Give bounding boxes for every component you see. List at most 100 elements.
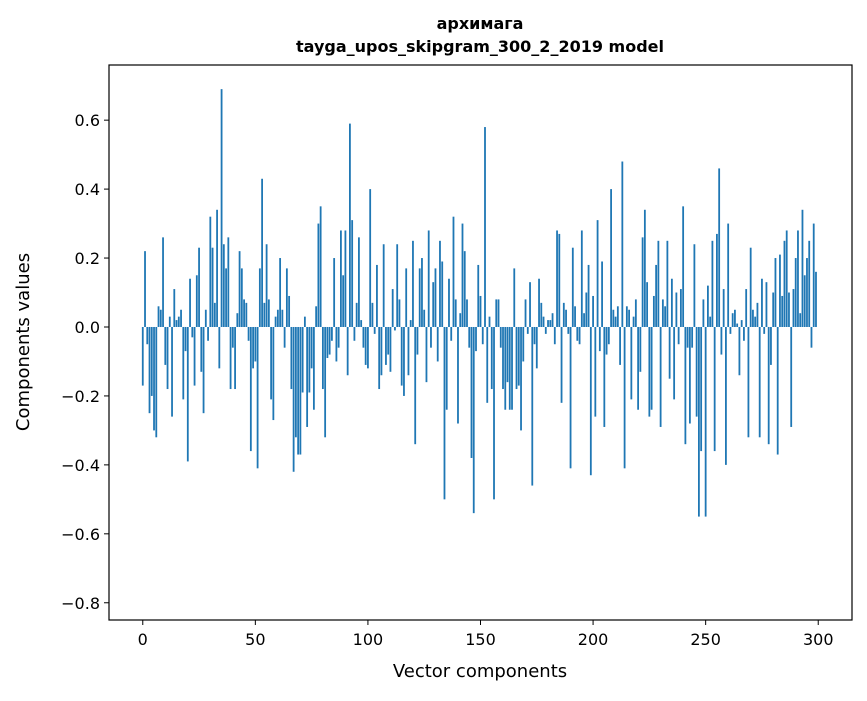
bar-73 (306, 326, 309, 427)
bar-64 (285, 268, 288, 327)
bar-112 (394, 326, 396, 331)
x-tick-label: 250 (690, 630, 721, 649)
bar-67 (292, 326, 295, 472)
bar-12 (168, 316, 171, 327)
bar-291 (797, 230, 799, 327)
bar-216 (628, 309, 630, 327)
bar-234 (668, 326, 671, 379)
bar-110 (389, 326, 392, 372)
bar-220 (637, 326, 640, 410)
bar-247 (698, 326, 700, 517)
x-axis-ticks: 0 50 100 150 200 250 300 (138, 620, 834, 649)
bar-229 (657, 240, 660, 327)
bar-27 (202, 326, 205, 414)
bar-248 (700, 326, 703, 452)
bar-263 (734, 309, 736, 327)
bar-5 (153, 326, 155, 431)
bar-192 (574, 306, 576, 327)
bar-21 (189, 278, 191, 327)
bar-163 (508, 326, 511, 410)
bar-128 (430, 326, 432, 348)
bar-71 (301, 326, 304, 393)
bar-213 (621, 161, 624, 327)
y-axis-label: Components values (13, 253, 34, 431)
bar-178 (542, 316, 545, 327)
bar-30 (209, 216, 212, 327)
bar-256 (718, 168, 721, 327)
bar-48 (249, 326, 252, 452)
bar-197 (585, 292, 588, 327)
bar-267 (743, 326, 745, 341)
bar-243 (688, 326, 691, 424)
bar-259 (725, 326, 727, 465)
bar-270 (749, 247, 752, 327)
bar-56 (267, 299, 270, 327)
bar-186 (560, 326, 563, 403)
bar-212 (619, 326, 621, 365)
bar-25 (198, 247, 200, 327)
bar-271 (752, 309, 754, 327)
bar-230 (659, 326, 662, 427)
bar-49 (252, 326, 254, 369)
bar-106 (380, 326, 383, 376)
bar-202 (596, 220, 599, 327)
bar-196 (583, 313, 585, 327)
bar-58 (272, 326, 275, 421)
bar-161 (504, 326, 507, 410)
bar-203 (598, 326, 601, 352)
y-tick-label: 0.0 (75, 318, 100, 337)
bar-59 (274, 316, 277, 327)
bar-38 (227, 237, 230, 327)
bar-273 (756, 302, 759, 327)
bar-251 (707, 285, 709, 327)
bar-54 (263, 302, 266, 327)
bar-65 (288, 295, 291, 327)
bar-235 (670, 278, 673, 327)
bar-46 (245, 302, 248, 327)
bar-45 (243, 299, 245, 327)
bar-70 (299, 326, 302, 455)
bar-283 (779, 254, 781, 327)
bar-206 (605, 326, 608, 355)
bar-253 (711, 240, 714, 327)
bar-97 (360, 320, 363, 327)
bar-266 (740, 320, 743, 327)
y-tick-label: −0.8 (61, 594, 100, 613)
bar-89 (342, 275, 345, 327)
chart-title-line2: tayga_upos_skipgram_300_2_2019 model (296, 37, 664, 56)
bar-84 (331, 326, 333, 341)
bar-240 (682, 206, 685, 327)
bar-0 (141, 326, 144, 386)
bar-282 (776, 326, 779, 455)
bar-77 (315, 306, 318, 327)
bar-133 (441, 261, 444, 327)
bar-250 (704, 326, 707, 517)
bar-188 (565, 309, 567, 327)
bar-189 (567, 326, 570, 334)
bar-297 (810, 326, 813, 348)
bar-29 (207, 326, 209, 341)
bar-183 (553, 326, 556, 345)
bar-135 (445, 326, 448, 410)
bar-174 (533, 326, 536, 345)
bar-4 (150, 326, 153, 396)
bar-95 (355, 302, 358, 327)
bar-47 (247, 326, 250, 341)
bar-227 (652, 295, 655, 327)
bar-166 (515, 326, 518, 390)
bar-107 (382, 244, 385, 327)
bar-204 (601, 261, 603, 327)
bar-140 (457, 326, 459, 424)
bar-134 (443, 326, 446, 500)
bar-130 (434, 268, 437, 327)
bar-62 (281, 309, 284, 327)
bar-80 (321, 326, 324, 390)
bar-180 (547, 320, 549, 327)
bar-36 (222, 244, 225, 327)
bar-40 (231, 326, 234, 348)
bar-155 (490, 326, 493, 390)
bar-126 (425, 326, 428, 383)
bar-145 (468, 326, 471, 348)
bar-151 (481, 326, 484, 345)
bar-200 (592, 295, 594, 327)
